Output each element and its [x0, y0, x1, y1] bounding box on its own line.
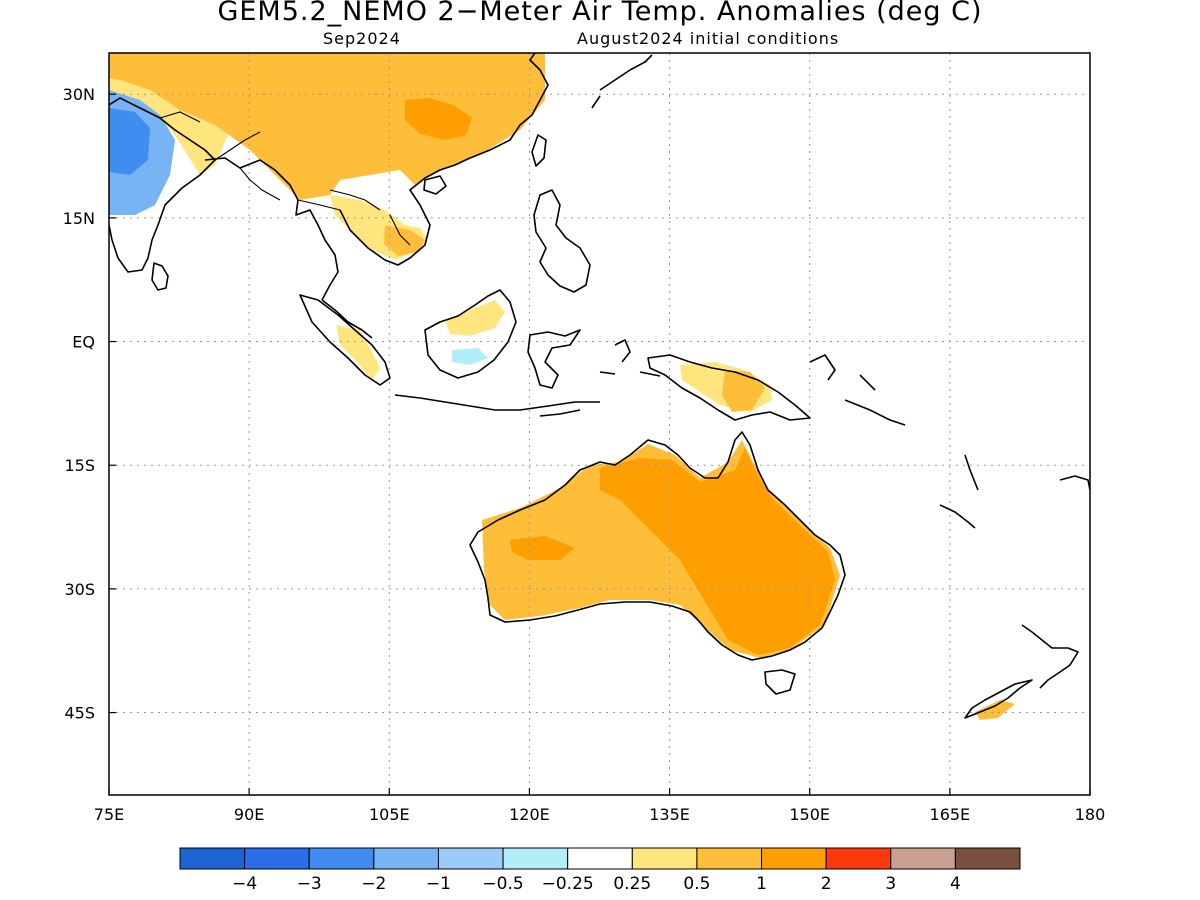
colorbar-swatch: [954, 847, 1021, 870]
sumatra-warm: [336, 325, 380, 380]
x-tick-label: 75E: [94, 805, 124, 824]
colorbar-swatch: [567, 847, 633, 870]
y-tick-label: EQ: [72, 333, 95, 352]
x-tick-label: 90E: [234, 805, 264, 824]
y-tick-label: 30N: [63, 85, 95, 104]
y-tick-label: 15N: [63, 209, 95, 228]
coastline-malaya: [321, 299, 373, 339]
png-hot: [722, 370, 765, 412]
x-tick-label: 105E: [369, 805, 410, 824]
colorbar-label: 2: [821, 874, 832, 894]
coastline-sri-lanka: [151, 262, 169, 291]
anomaly-shading: [109, 53, 1015, 720]
colorbar-swatch: [179, 847, 246, 870]
coastline-sulawesi: [527, 329, 581, 389]
coastline-java: [394, 394, 600, 417]
india-cold2: [109, 108, 150, 175]
coastline-borneo: [424, 289, 517, 379]
colorbar-label: 3: [885, 874, 896, 894]
aus-west-hot: [510, 536, 575, 560]
colorbar-label: −4: [232, 874, 257, 894]
initial-conditions: August2024 initial conditions: [577, 29, 840, 48]
colorbar-label: −2: [361, 874, 386, 894]
colorbar-swatch: [696, 847, 763, 870]
x-tick-label: 165E: [930, 805, 971, 824]
x-tick-label: 150E: [789, 805, 830, 824]
colorbar-swatch: [437, 847, 504, 870]
coastline-tasmania: [764, 669, 796, 695]
coastlines: [109, 53, 1090, 719]
y-tick-label: 45S: [64, 704, 95, 723]
lat-lon-grid: [109, 53, 1090, 795]
coastline-philippines: [533, 189, 591, 293]
nz-warm: [975, 700, 1015, 720]
australia-hot: [600, 448, 835, 655]
colorbar-swatch: [825, 847, 892, 870]
y-tick-label: 30S: [64, 580, 95, 599]
coastline-japan: [591, 54, 653, 109]
x-tick-label: 120E: [509, 805, 550, 824]
coastline-hainan: [423, 175, 447, 195]
forecast-month: Sep2024: [323, 29, 401, 48]
latitude-axis: 30N 15N EQ 15S 30S 45S: [63, 85, 116, 723]
longitude-axis: 75E 90E 105E 120E 135E 150E 165E 180: [94, 788, 1106, 824]
colorbar-label: −3: [297, 874, 322, 894]
x-tick-label: 180: [1075, 805, 1106, 824]
coastline-taiwan: [531, 134, 547, 167]
colorbar-label: −0.25: [542, 874, 594, 894]
colorbar-swatch: [631, 847, 698, 870]
china-hot: [405, 98, 472, 140]
colorbar-label: 0.5: [683, 874, 710, 894]
colorbar-swatch: [502, 847, 569, 870]
colorbar-swatch: [890, 847, 956, 870]
political-borders: [159, 111, 411, 246]
colorbar-swatch: [308, 847, 375, 870]
colorbar-label: 4: [950, 874, 961, 894]
coastline-moluccas: [599, 339, 661, 377]
colorbar-swatch: [373, 847, 439, 870]
borneo-warm: [445, 300, 505, 336]
y-tick-label: 15S: [64, 456, 95, 475]
coastline-vanuatu-fiji: [964, 454, 1090, 491]
borneo-cool: [452, 348, 488, 365]
x-tick-label: 135E: [649, 805, 690, 824]
map-frame: [108, 52, 1091, 796]
colorbar-label: −1: [426, 874, 451, 894]
coastline-sumatra: [299, 294, 391, 386]
colorbar: −4 −3 −2 −1 −0.5 −0.25 0.25 0.5 1 2 3 4: [179, 847, 1021, 894]
coastline-new-guinea: [647, 354, 811, 421]
colorbar-label: −0.5: [482, 874, 523, 894]
indochina-warm2: [384, 225, 425, 256]
colorbar-swatch: [761, 847, 827, 870]
coastline-australia: [469, 431, 846, 661]
colorbar-label: 0.25: [613, 874, 651, 894]
coastline-new-zealand: [964, 624, 1079, 719]
colorbar-label: 1: [756, 874, 767, 894]
map-title: GEM5.2_NEMO 2−Meter Air Temp. Anomalies …: [217, 0, 983, 27]
coastline-new-caledonia: [939, 504, 976, 529]
coastline-melanesia: [809, 354, 906, 426]
china-warm: [109, 53, 545, 200]
colorbar-swatch: [244, 847, 310, 870]
